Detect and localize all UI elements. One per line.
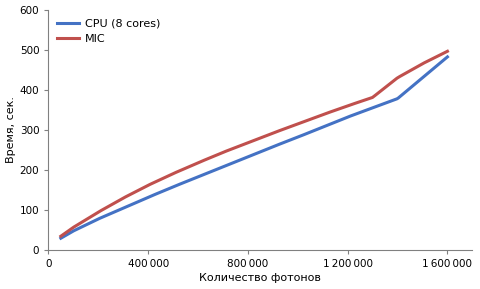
Y-axis label: Время, сек.: Время, сек.	[6, 97, 15, 163]
Line: CPU (8 cores): CPU (8 cores)	[60, 57, 446, 238]
CPU (8 cores)	[59, 236, 65, 239]
MIC	[59, 234, 65, 237]
MIC	[58, 234, 63, 238]
Legend: CPU (8 cores), MIC: CPU (8 cores), MIC	[54, 15, 163, 47]
CPU (8 cores)	[294, 136, 300, 139]
CPU (8 cores)	[58, 236, 63, 240]
MIC	[286, 125, 292, 129]
MIC	[288, 125, 293, 128]
CPU (8 cores)	[286, 138, 292, 142]
X-axis label: Количество фотонов: Количество фотонов	[199, 273, 321, 284]
MIC	[444, 49, 449, 53]
CPU (8 cores)	[444, 55, 449, 59]
CPU (8 cores)	[408, 86, 413, 89]
Line: MIC: MIC	[60, 51, 446, 236]
CPU (8 cores)	[383, 101, 389, 104]
MIC	[383, 85, 389, 88]
CPU (8 cores)	[288, 138, 293, 142]
MIC	[408, 68, 413, 72]
MIC	[294, 122, 300, 126]
